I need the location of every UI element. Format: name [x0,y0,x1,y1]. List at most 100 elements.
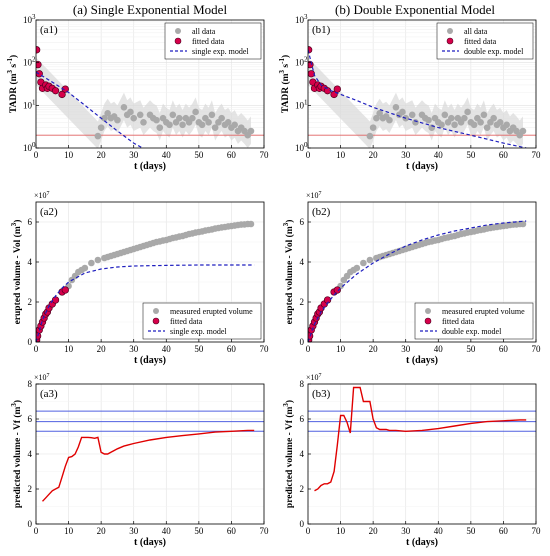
x-tick-label: 50 [466,344,476,354]
axis-multiplier: ×107 [306,373,322,382]
uncertainty-band [36,57,251,148]
y-tick-label: 2 [300,297,305,307]
legend-swatch [174,37,182,45]
x-tick-label: 40 [162,344,172,354]
gray-data-point [114,116,121,124]
gray-data-point [211,124,219,131]
legend-swatch [175,28,181,34]
panel-a2: 0 10 20 30 40 50 60 70 0 2 4 6 ×107 t (days) erupted v… [10,191,269,366]
gray-data-point [386,116,393,124]
legend-entry: fitted data [464,37,497,46]
x-tick-label: 20 [97,344,107,354]
y-tick-label: 6 [28,414,33,424]
y-axis-label: TADR (m3 s-1) [6,55,19,113]
x-tick-label: 60 [499,150,509,160]
x-tick-label: 50 [194,150,204,160]
x-axis-label: t (days) [406,537,438,548]
gray-data-point [140,119,147,126]
gray-data-point [490,114,497,122]
x-tick-label: 10 [336,526,346,536]
legend-entry: fitted data [192,37,225,46]
prediction-line [41,429,255,502]
y-tick-label: 0 [300,337,305,347]
x-tick-label: 30 [129,150,139,160]
axis-multiplier: ×107 [306,191,322,200]
y-tick-label: 8 [300,379,305,389]
legend-entry: fitted data [442,317,475,326]
gray-data-point [166,121,173,129]
gray-data-point [376,110,383,117]
y-axis-label: TADR (m3 s-1) [278,55,291,113]
gray-data-point [519,127,527,135]
gray-data-point [425,116,432,124]
panel-b3: 0 10 20 30 40 50 60 70 0 2 4 6 8×107 t (days) predicte… [282,373,541,548]
legend-entry: all data [464,27,488,36]
gray-data-point [81,264,89,272]
x-tick-label: 0 [306,150,311,160]
axes-box [307,201,537,343]
x-tick-label: 40 [434,526,444,536]
gray-data-point [373,114,380,122]
fitted-data-point [333,85,341,93]
x-tick-label: 60 [227,344,237,354]
legend-swatch [447,28,453,34]
gray-data-point [101,114,108,122]
axes-box [35,19,265,149]
y-tick-label: 103 [295,13,308,25]
y-tick-label: 0 [300,519,305,529]
fitted-data-point [58,90,66,99]
panel-label: (a1) [40,24,58,36]
gray-data-point [247,127,255,135]
x-tick-label: 60 [499,344,509,354]
panel-label: (b2) [312,206,331,218]
x-tick-label: 70 [260,150,270,160]
legend-swatch [153,308,159,314]
axes-box [307,19,537,149]
y-tick-label: 101 [23,98,36,110]
x-axis-label: t (days) [134,161,166,172]
gray-data-point [94,256,102,264]
legend-swatch [425,308,431,314]
y-tick-label: 6 [28,217,33,227]
x-tick-label: 50 [194,526,204,536]
legend-entry: measured erupted volume [170,307,253,316]
x-tick-label: 30 [401,344,411,354]
y-tick-label: 102 [23,56,36,68]
legend-entry: single exp. model [170,327,227,336]
gray-data-point [461,114,468,122]
gray-data-point [205,119,212,126]
panel-label: (a2) [40,206,58,218]
x-tick-label: 40 [162,526,172,536]
y-tick-label: 4 [28,449,33,459]
legend-entry: fitted data [170,317,203,326]
x-tick-label: 60 [499,526,509,536]
x-tick-label: 10 [64,344,74,354]
gray-data-point [408,111,416,119]
gray-data-point [231,121,238,129]
gray-data-point [480,111,488,119]
axis-multiplier: ×107 [34,191,50,200]
gray-data-point [94,132,102,140]
y-tick-label: 102 [295,56,308,68]
y-axis-label: predicted volume - Vf (m3) [10,400,23,508]
x-tick-label: 70 [260,344,270,354]
panel-label: (b1) [312,24,331,36]
x-tick-label: 60 [227,526,237,536]
y-tick-label: 2 [28,297,33,307]
legend-entry: double exp. model [442,327,502,336]
gray-data-point [477,119,484,126]
gray-data-point [451,121,458,129]
x-tick-label: 0 [306,344,311,354]
gray-data-point [156,124,164,131]
y-tick-label: 2 [300,484,305,494]
y-axis-label: erupted volume - Vol (m3) [282,220,295,325]
fitted-data-point [51,87,60,95]
gray-data-point [179,121,186,129]
fitted-data-point [36,70,43,78]
y-tick-label: 0 [28,519,33,529]
prediction-line [314,386,527,492]
x-tick-label: 20 [369,526,379,536]
legend-entry: all data [192,27,216,36]
gray-data-point [353,264,361,272]
